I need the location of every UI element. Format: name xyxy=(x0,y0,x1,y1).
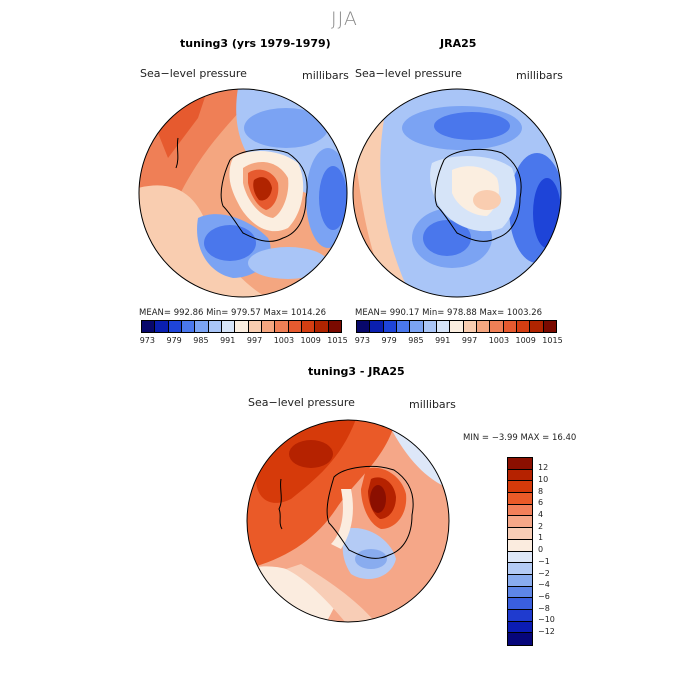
abs-colorbar-1-tick-label: 973 xyxy=(139,336,155,345)
diff-colorbar-tick-label: 10 xyxy=(538,474,549,484)
diff-colorbar-swatch xyxy=(508,516,532,529)
abs-colorbar-2-tick-label: 979 xyxy=(381,336,397,345)
diff-colorbar-tick-label: 1 xyxy=(538,533,544,543)
abs-colorbar-2-swatch xyxy=(490,321,504,332)
diff-colorbar-tick-label: −6 xyxy=(538,591,550,601)
abs-colorbar-2-tick-label: 985 xyxy=(408,336,424,345)
abs-colorbar-1-swatch xyxy=(301,321,316,332)
diff-colorbar-swatch xyxy=(508,528,532,540)
abs-colorbar-1-swatch xyxy=(288,321,302,332)
abs-colorbar-1-tick-label: 997 xyxy=(246,336,263,345)
abs-colorbar-2-ticks: 973 979 985 991 997 1003 1009 1015 xyxy=(354,336,563,348)
model-slp-map xyxy=(138,88,348,298)
diff-colorbar-tick-label: −4 xyxy=(538,580,550,590)
diff-colorbar-tick-label: 0 xyxy=(538,545,544,555)
abs-colorbar-2-tick-label: 997 xyxy=(461,336,478,345)
diff-colorbar-tick-label: −10 xyxy=(538,615,555,625)
panel3-units: millibars xyxy=(409,398,456,411)
diff-colorbar-tick-label: 8 xyxy=(538,486,544,496)
panel3-title: tuning3 - JRA25 xyxy=(308,365,405,378)
season-title: JJA xyxy=(331,8,358,30)
diff-colorbar-swatch xyxy=(508,574,532,587)
abs-colorbar-2-swatch xyxy=(423,321,437,332)
panel1-title: tuning3 (yrs 1979-1979) xyxy=(180,37,331,50)
diff-colorbar-swatch xyxy=(508,493,532,505)
abs-colorbar-2-swatch xyxy=(436,321,451,332)
abs-colorbar-2-tick-label: 1009 xyxy=(515,336,536,345)
abs-colorbar-1-swatch xyxy=(142,321,156,332)
abs-colorbar-1-swatch xyxy=(181,321,196,332)
abs-colorbar-1-swatch xyxy=(155,321,169,332)
panel1-units: millibars xyxy=(302,69,349,82)
abs-colorbar-2-swatch xyxy=(357,321,371,332)
abs-colorbar-1 xyxy=(141,320,342,333)
diff-colorbar-tick-label: −12 xyxy=(538,627,555,636)
abs-colorbar-2-tick-label: 1003 xyxy=(488,336,510,345)
abs-colorbar-2-tick-label: 973 xyxy=(354,336,370,345)
abs-colorbar-2-swatch xyxy=(463,321,477,332)
diff-colorbar xyxy=(507,457,533,646)
abs-colorbar-1-tick-label: 979 xyxy=(166,336,182,345)
diff-colorbar-swatch xyxy=(508,551,532,564)
panel2-stats: MEAN= 990.17 Min= 978.88 Max= 1003.26 xyxy=(355,308,543,318)
diff-colorbar-swatch xyxy=(508,586,532,599)
abs-colorbar-2-tick-label: 991 xyxy=(435,336,451,345)
abs-colorbar-1-tick-label: 1009 xyxy=(300,336,321,345)
abs-colorbar-1-tick-label: 1003 xyxy=(273,336,295,345)
abs-colorbar-1-swatch xyxy=(221,321,236,332)
diff-colorbar-tick-label: 12 xyxy=(538,463,549,473)
diff-colorbar-swatch xyxy=(508,633,532,645)
panel2-field-label: Sea−level pressure xyxy=(355,67,462,80)
abs-colorbar-1-swatch xyxy=(261,321,276,332)
abs-colorbar-2-swatch xyxy=(396,321,411,332)
diff-colorbar-swatch xyxy=(508,609,532,622)
diff-colorbar-swatch xyxy=(508,469,532,482)
abs-colorbar-2-swatch xyxy=(370,321,384,332)
abs-colorbar-1-swatch xyxy=(208,321,222,332)
abs-colorbar-2-swatch xyxy=(530,321,544,332)
diff-colorbar-swatch xyxy=(508,539,532,552)
abs-colorbar-1-swatch xyxy=(168,321,182,332)
diff-colorbar-swatch xyxy=(508,621,532,634)
abs-colorbar-2-swatch xyxy=(543,321,556,332)
jra25-slp-map xyxy=(352,88,562,298)
diff-colorbar-tick-label: −2 xyxy=(538,568,550,578)
abs-colorbar-2-tick-label: 1015 xyxy=(542,336,563,345)
abs-colorbar-2-swatch xyxy=(410,321,424,332)
abs-colorbar-1-swatch xyxy=(315,321,329,332)
abs-colorbar-1-swatch xyxy=(328,321,341,332)
diff-colorbar-tick-label: −8 xyxy=(538,603,550,613)
diff-colorbar-tick-label: 4 xyxy=(538,510,544,519)
panel3-stats: MIN = −3.99 MAX = 16.40 xyxy=(463,433,577,443)
abs-colorbar-2 xyxy=(356,320,557,333)
panel1-stats: MEAN= 992.86 Min= 979.57 Max= 1014.26 xyxy=(139,308,327,318)
abs-colorbar-1-tick-label: 991 xyxy=(220,336,236,345)
abs-colorbar-1-swatch xyxy=(195,321,209,332)
abs-colorbar-1-ticks: 973 979 985 991 997 1003 1009 1015 xyxy=(139,336,348,348)
abs-colorbar-1-tick-label: 985 xyxy=(193,336,209,345)
diff-colorbar-tick-label: −1 xyxy=(538,556,550,566)
abs-colorbar-1-tick-label: 1015 xyxy=(327,336,348,345)
panel3-field-label: Sea−level pressure xyxy=(248,396,355,409)
panel1-field-label: Sea−level pressure xyxy=(140,67,247,80)
diff-colorbar-tick-label: 2 xyxy=(538,521,544,531)
abs-colorbar-1-swatch xyxy=(235,321,249,332)
diff-colorbar-swatch xyxy=(508,458,532,470)
abs-colorbar-1-swatch xyxy=(275,321,289,332)
abs-colorbar-2-swatch xyxy=(476,321,491,332)
diff-colorbar-swatch xyxy=(508,504,532,517)
diff-colorbar-ticks: 12 10 8 6 4 2 1 0 −1 −2 −4 −6 −8 −10 −12 xyxy=(538,457,578,645)
panel2-units: millibars xyxy=(516,69,563,82)
abs-colorbar-1-swatch xyxy=(248,321,262,332)
abs-colorbar-2-swatch xyxy=(383,321,397,332)
difference-slp-map xyxy=(246,419,450,623)
diff-colorbar-swatch xyxy=(508,563,532,575)
diff-colorbar-tick-label: 6 xyxy=(538,498,544,508)
panel2-title: JRA25 xyxy=(440,37,477,50)
abs-colorbar-2-swatch xyxy=(450,321,464,332)
abs-colorbar-2-swatch xyxy=(503,321,517,332)
diff-colorbar-swatch xyxy=(508,481,532,494)
diff-colorbar-swatch xyxy=(508,598,532,610)
abs-colorbar-2-swatch xyxy=(516,321,531,332)
